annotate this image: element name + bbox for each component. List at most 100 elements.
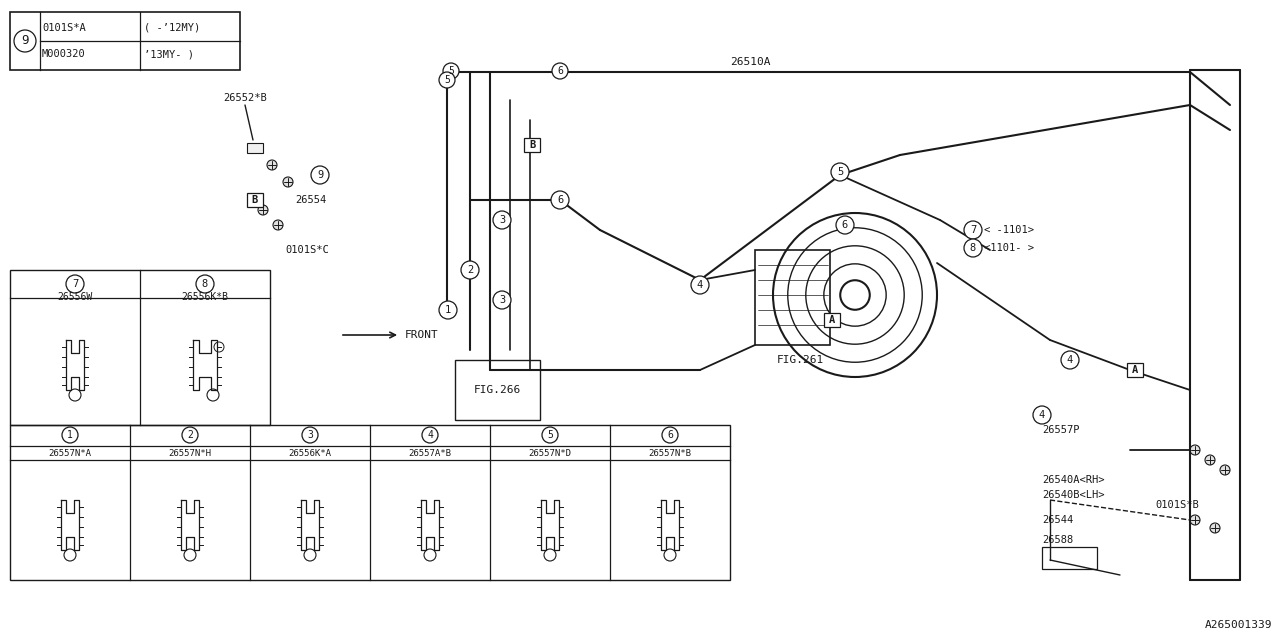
Text: A: A [1132, 365, 1138, 375]
Text: 6: 6 [842, 220, 849, 230]
Text: 5: 5 [448, 66, 454, 76]
Text: 6: 6 [557, 66, 563, 76]
Circle shape [1190, 515, 1201, 525]
Text: ( -’12MY): ( -’12MY) [143, 22, 200, 33]
Text: 4: 4 [696, 280, 703, 290]
Bar [10, 12, 241, 70]
Text: 26556K*B: 26556K*B [182, 292, 229, 302]
Text: A: A [829, 315, 835, 325]
Text: 8: 8 [970, 243, 977, 253]
Text: <1101- >: <1101- > [984, 243, 1034, 253]
Circle shape [302, 427, 317, 443]
Circle shape [1220, 465, 1230, 475]
Text: 7: 7 [72, 279, 78, 289]
Circle shape [493, 291, 511, 309]
Text: 26556W: 26556W [58, 292, 92, 302]
Circle shape [273, 220, 283, 230]
Text: 2: 2 [467, 265, 474, 275]
Circle shape [439, 72, 454, 88]
Circle shape [422, 427, 438, 443]
Bar [454, 360, 540, 420]
Bar [524, 138, 540, 152]
Text: 26540B<LH>: 26540B<LH> [1042, 490, 1105, 500]
Circle shape [443, 63, 460, 79]
Circle shape [67, 275, 84, 293]
Text: 3: 3 [499, 215, 506, 225]
Circle shape [1210, 523, 1220, 533]
Text: 6: 6 [557, 195, 563, 205]
Circle shape [439, 301, 457, 319]
Circle shape [461, 261, 479, 279]
Circle shape [541, 427, 558, 443]
Text: 6: 6 [667, 430, 673, 440]
Text: 26554: 26554 [294, 195, 326, 205]
Text: B: B [252, 195, 259, 205]
Circle shape [550, 191, 570, 209]
Text: 26556K*A: 26556K*A [288, 449, 332, 458]
Text: 26557P: 26557P [1042, 425, 1079, 435]
Text: 4: 4 [428, 430, 433, 440]
Bar [247, 143, 262, 153]
Bar [10, 425, 730, 580]
Circle shape [182, 427, 198, 443]
Bar [1126, 363, 1143, 377]
Circle shape [831, 163, 849, 181]
Circle shape [964, 221, 982, 239]
Text: 26544: 26544 [1042, 515, 1073, 525]
Text: 9: 9 [317, 170, 323, 180]
Text: 2: 2 [187, 430, 193, 440]
Text: 26557N*D: 26557N*D [529, 449, 571, 458]
Text: 0101S*C: 0101S*C [285, 245, 329, 255]
Text: 5: 5 [547, 430, 553, 440]
Text: 26540A<RH>: 26540A<RH> [1042, 475, 1105, 485]
Text: < -1101>: < -1101> [984, 225, 1034, 235]
Circle shape [196, 275, 214, 293]
Circle shape [311, 166, 329, 184]
Bar [10, 270, 270, 425]
Text: 5: 5 [837, 167, 844, 177]
Circle shape [662, 427, 678, 443]
Text: 9: 9 [22, 35, 28, 47]
Text: FRONT: FRONT [404, 330, 439, 340]
Text: FIG.261: FIG.261 [777, 355, 823, 365]
Bar [247, 193, 262, 207]
Text: FIG.266: FIG.266 [474, 385, 521, 395]
Text: 1: 1 [67, 430, 73, 440]
Circle shape [836, 216, 854, 234]
Text: 26557N*H: 26557N*H [169, 449, 211, 458]
Circle shape [283, 177, 293, 187]
Circle shape [61, 427, 78, 443]
Circle shape [964, 239, 982, 257]
Text: 26510A: 26510A [730, 57, 771, 67]
Text: 7: 7 [970, 225, 977, 235]
Text: ’13MY- ): ’13MY- ) [143, 49, 195, 60]
Bar [1042, 547, 1097, 569]
Text: 4: 4 [1039, 410, 1046, 420]
Circle shape [1033, 406, 1051, 424]
Text: 26557N*A: 26557N*A [49, 449, 91, 458]
Text: 8: 8 [202, 279, 209, 289]
Text: 3: 3 [307, 430, 312, 440]
Circle shape [493, 211, 511, 229]
Text: 0101S*A: 0101S*A [42, 22, 86, 33]
Circle shape [691, 276, 709, 294]
Circle shape [1204, 455, 1215, 465]
Text: 26557A*B: 26557A*B [408, 449, 452, 458]
Circle shape [1190, 445, 1201, 455]
Text: 0101S*B: 0101S*B [1155, 500, 1199, 510]
Circle shape [268, 160, 276, 170]
Text: 26552*B: 26552*B [223, 93, 266, 103]
Text: 5: 5 [444, 75, 451, 85]
Circle shape [14, 30, 36, 52]
Text: B: B [529, 140, 535, 150]
Text: 26557N*B: 26557N*B [649, 449, 691, 458]
Circle shape [259, 205, 268, 215]
Circle shape [552, 63, 568, 79]
Text: 26588: 26588 [1042, 535, 1073, 545]
Text: A265001339: A265001339 [1204, 620, 1272, 630]
Bar [824, 313, 840, 327]
Text: 3: 3 [499, 295, 506, 305]
Bar [755, 250, 829, 345]
Text: 1: 1 [445, 305, 451, 315]
Text: 4: 4 [1066, 355, 1073, 365]
